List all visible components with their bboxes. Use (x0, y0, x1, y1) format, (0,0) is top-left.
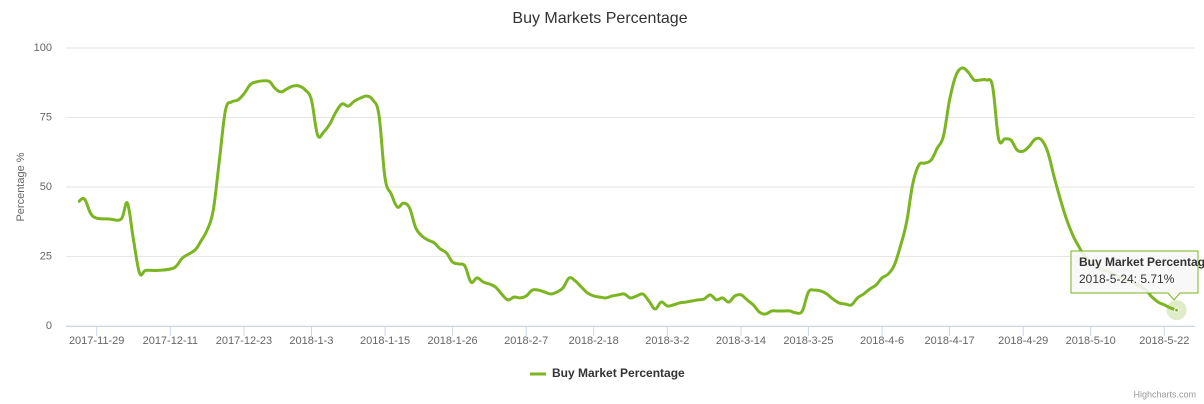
x-tick-label: 2018-3-14 (716, 335, 766, 347)
y-tick-label: 0 (46, 320, 52, 332)
tooltip-title: Buy Market Percentage (1079, 255, 1204, 269)
x-tick-label: 2018-4-6 (860, 335, 904, 347)
x-tick-label: 2018-2-18 (569, 335, 619, 347)
series-line (77, 66, 1178, 316)
y-tick-label: 75 (40, 111, 52, 123)
y-tick-label: 25 (40, 250, 52, 262)
legend-label: Buy Market Percentage (552, 366, 685, 380)
x-tick-label: 2018-1-3 (289, 335, 333, 347)
y-tick-label: 100 (34, 42, 52, 54)
x-tick-label: 2018-3-25 (783, 335, 833, 347)
x-tick-label: 2018-3-2 (645, 335, 689, 347)
credit[interactable]: Highcharts.com (1133, 389, 1196, 399)
x-tick-label: 2018-5-22 (1139, 335, 1189, 347)
x-tick-label: 2017-11-29 (69, 335, 124, 347)
x-tick-label: 2018-4-17 (924, 335, 974, 347)
chart-title: Buy Markets Percentage (512, 10, 687, 27)
x-tick-label: 2017-12-23 (216, 335, 272, 347)
hover-point (1174, 307, 1180, 313)
y-axis-label: Percentage % (15, 152, 27, 221)
y-tick-label: 50 (40, 181, 52, 193)
x-tick-label: 2018-4-29 (998, 335, 1048, 347)
x-tick-label: 2018-1-26 (427, 335, 477, 347)
tooltip-text: 2018-5-24: 5.71% (1079, 272, 1175, 286)
legend-item[interactable]: Buy Market Percentage (530, 366, 685, 380)
x-tick-label: 2018-1-15 (360, 335, 410, 347)
x-tick-label: 2018-2-7 (504, 335, 548, 347)
tooltip-box (1070, 250, 1199, 301)
x-tick-label: 2018-5-10 (1066, 335, 1116, 347)
x-tick-label: 2017-12-11 (143, 335, 198, 347)
